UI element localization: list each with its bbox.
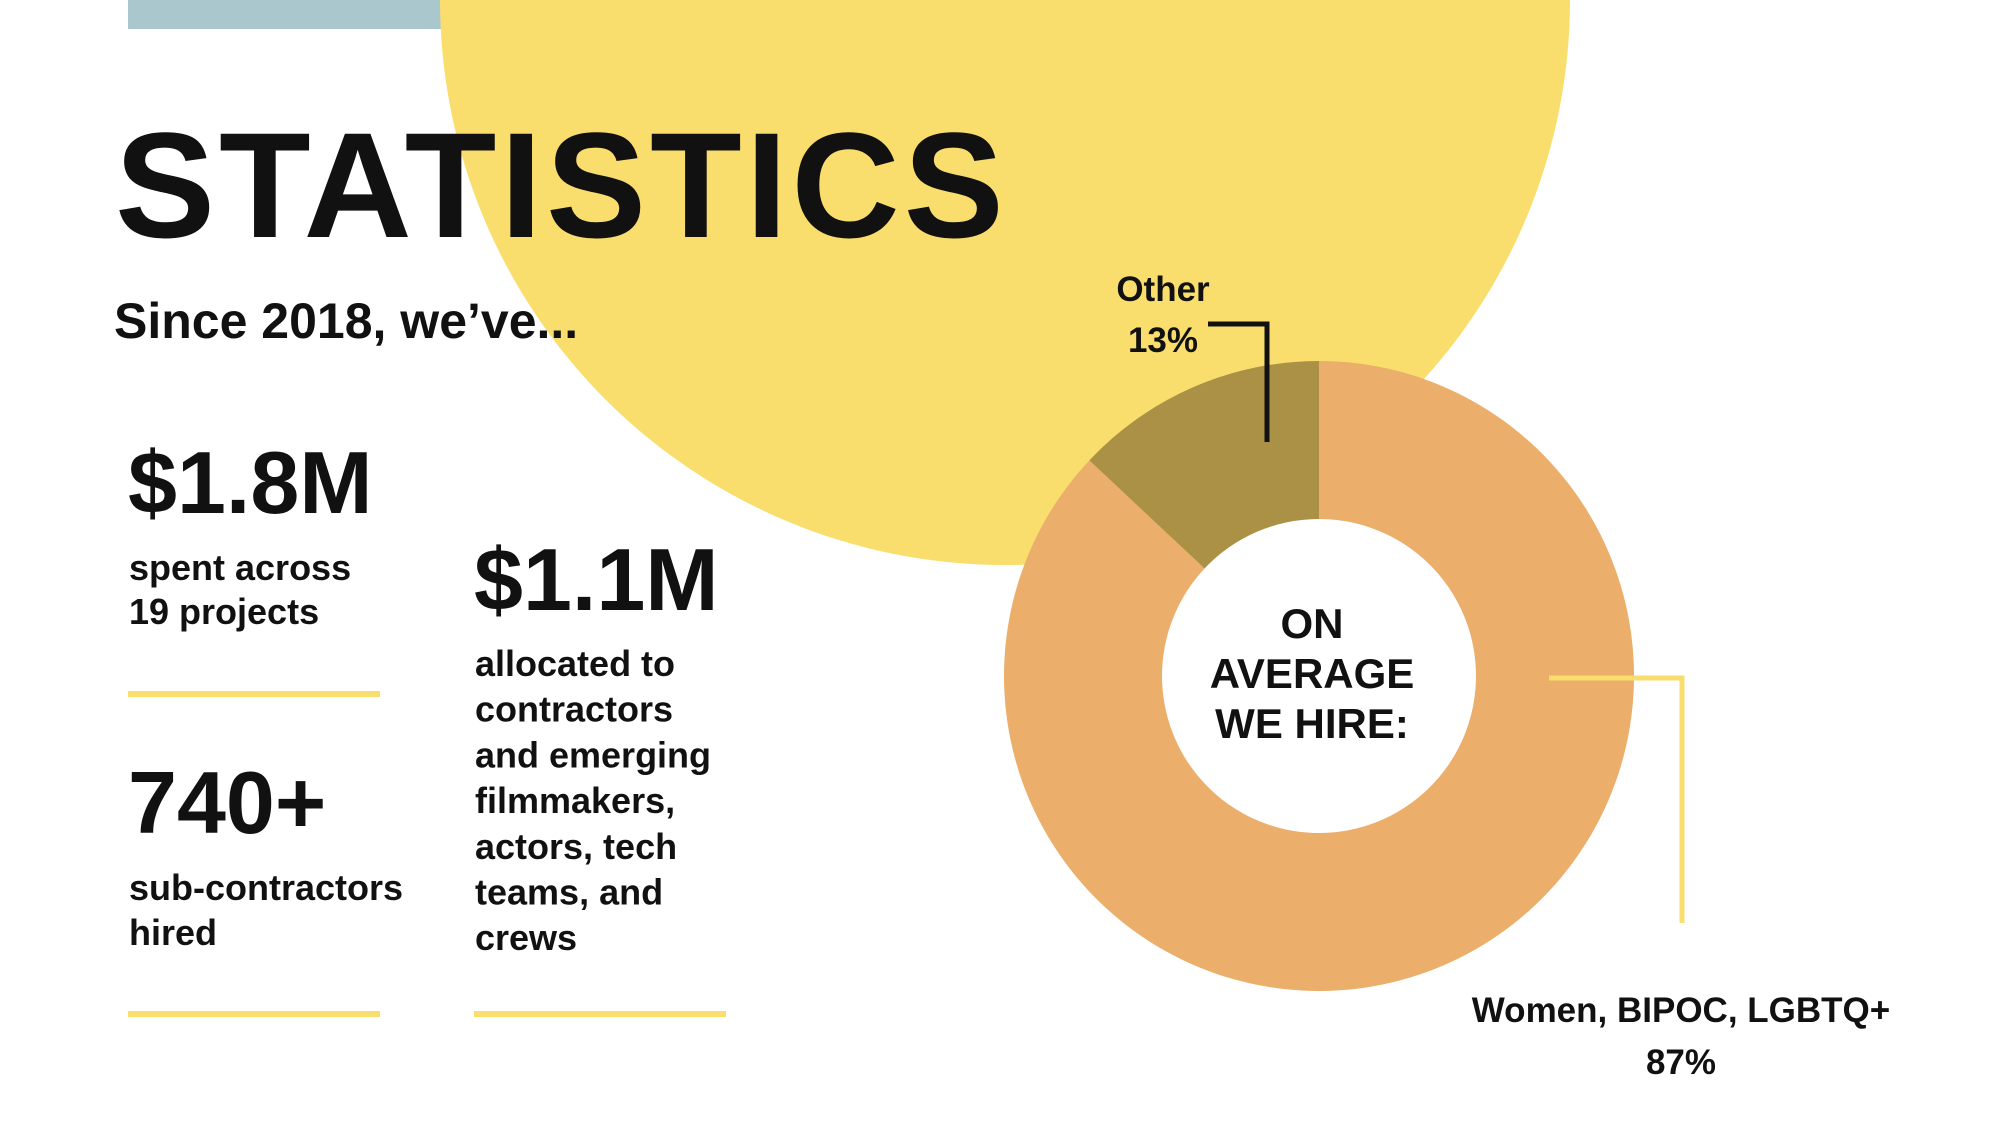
title: STATISTICS [115, 101, 1008, 269]
stat-text: spent across [129, 547, 351, 588]
center-label: WE HIRE: [1215, 700, 1409, 747]
stat-figure: $1.1M [474, 530, 719, 629]
stat-text: allocated to [475, 643, 675, 684]
stat-text: 19 projects [129, 591, 319, 632]
stat-text: contractors [475, 689, 673, 730]
stat-figure: $1.8M [128, 433, 373, 532]
stat-figure: 740+ [128, 753, 326, 852]
slice-label: Women, BIPOC, LGBTQ+ [1472, 991, 1890, 1030]
leader-line [1549, 675, 1685, 923]
stat-text: teams, and [475, 872, 663, 913]
leader-line [1208, 321, 1270, 442]
center-label: AVERAGE [1210, 650, 1415, 697]
slice-label: Other [1116, 270, 1210, 309]
stat-text: actors, tech [475, 826, 677, 867]
stat-text: crews [475, 917, 577, 958]
stat-text: filmmakers, [475, 780, 675, 821]
slice-value-label: 87% [1646, 1043, 1716, 1082]
slice-value-label: 13% [1128, 321, 1198, 360]
stat-text: hired [129, 912, 217, 953]
donut-slice [1003, 361, 1634, 992]
stat-text: and emerging [475, 734, 711, 775]
center-label: ON [1281, 600, 1344, 647]
stat-text: sub-contractors [129, 867, 403, 908]
donut-slice [1089, 361, 1319, 569]
subtitle: Since 2018, we’ve... [114, 293, 578, 349]
